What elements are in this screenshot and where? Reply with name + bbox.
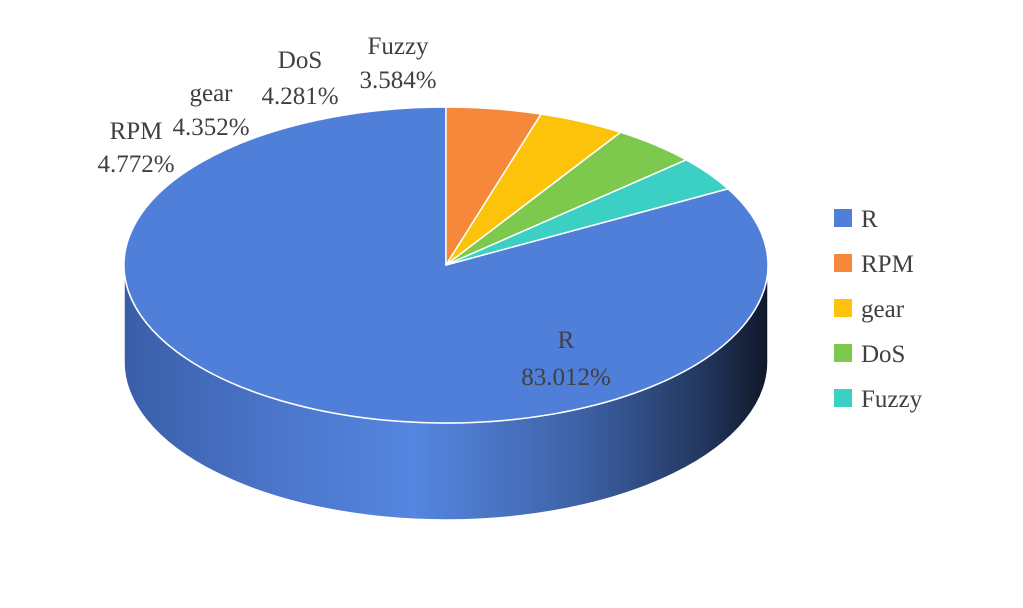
- legend-label-r: R: [861, 206, 878, 233]
- legend-swatch-fuzzy: [834, 389, 852, 407]
- slice-labels: R 83.012% RPM 4.772% gear 4.352% DoS 4.281% Fuzz…: [97, 33, 610, 391]
- legend-swatch-r: [834, 209, 852, 227]
- slice-label-rpm: RPM: [110, 118, 163, 145]
- slice-value-gear: 4.352%: [172, 114, 249, 141]
- legend-swatch-rpm: [834, 254, 852, 272]
- pie-body: [123, 106, 769, 521]
- legend-label-rpm: RPM: [861, 251, 914, 278]
- slice-label-r: R: [558, 327, 575, 354]
- legend-swatch-gear: [834, 299, 852, 317]
- legend-label-fuzzy: Fuzzy: [861, 386, 923, 413]
- slice-value-fuzzy: 3.584%: [359, 67, 436, 94]
- slice-value-dos: 4.281%: [261, 83, 338, 110]
- legend: R RPM gear DoS Fuzzy: [834, 206, 923, 413]
- legend-label-dos: DoS: [861, 341, 905, 368]
- pie-slice-fuzzy: [445, 159, 729, 266]
- legend-label-gear: gear: [861, 296, 905, 323]
- slice-value-rpm: 4.772%: [97, 151, 174, 178]
- slice-label-gear: gear: [189, 80, 233, 107]
- legend-swatch-dos: [834, 344, 852, 362]
- slice-label-dos: DoS: [278, 47, 322, 74]
- slice-value-r: 83.012%: [521, 364, 611, 391]
- slice-label-fuzzy: Fuzzy: [367, 33, 429, 60]
